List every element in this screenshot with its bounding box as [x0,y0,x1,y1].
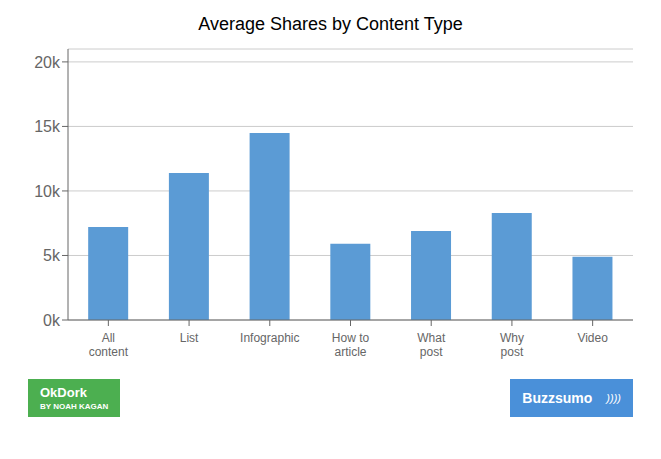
svg-text:List: List [180,331,199,345]
svg-text:Whypost: Whypost [500,331,524,359]
html-text:Buzzsumo: Buzzsumo [522,390,593,406]
svg-text:Allcontent: Allcontent [89,331,129,359]
svg-text:5k: 5k [43,247,61,264]
svg-text:20k: 20k [34,54,61,71]
svg-text:Video: Video [577,331,608,345]
html-text:OkDork: OkDork [40,385,87,400]
html-text:Average Shares by Content Type: Average Shares by Content Type [198,14,463,34]
svg-text:How toarticle: How toarticle [332,331,370,359]
svg-text:Whatpost: Whatpost [417,331,446,359]
svg-text:0k: 0k [43,312,61,329]
html-text:BY NOAH KAGAN: BY NOAH KAGAN [40,402,109,411]
svg-text:10k: 10k [34,183,61,200]
svg-text:15k: 15k [34,118,61,135]
svg-text:Infographic: Infographic [240,331,299,345]
